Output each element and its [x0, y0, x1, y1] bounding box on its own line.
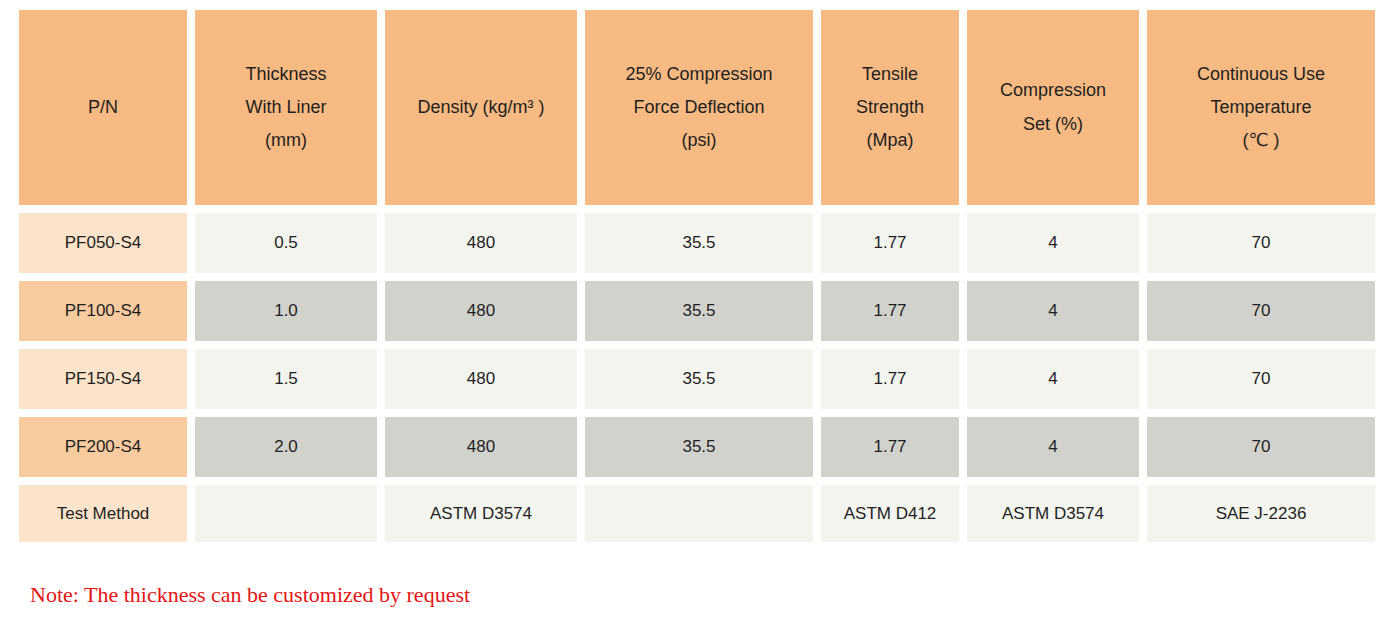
column-header-continuous-use-temperature: Continuous Use Temperature (℃ ) — [1147, 10, 1375, 205]
cell-thickness: 1.0 — [195, 281, 377, 341]
cell-thickness — [195, 485, 377, 542]
cell-cfd: 35.5 — [585, 281, 813, 341]
cell-pn: PF200-S4 — [19, 417, 187, 477]
table-row-pf050-s4: PF050-S4 0.5 480 35.5 1.77 4 70 — [19, 213, 1375, 273]
cell-cfd: 35.5 — [585, 417, 813, 477]
column-header-tensile-strength: Tensile Strength (Mpa) — [821, 10, 959, 205]
cell-pn: PF150-S4 — [19, 349, 187, 409]
table-row-pf150-s4: PF150-S4 1.5 480 35.5 1.77 4 70 — [19, 349, 1375, 409]
table-row-pf200-s4: PF200-S4 2.0 480 35.5 1.77 4 70 — [19, 417, 1375, 477]
cell-tensile: ASTM D412 — [821, 485, 959, 542]
cell-temperature: 70 — [1147, 349, 1375, 409]
cell-cfd: 35.5 — [585, 213, 813, 273]
column-header-compression-force-deflection: 25% Compression Force Deflection (psi) — [585, 10, 813, 205]
cell-density: 480 — [385, 213, 577, 273]
cell-temperature: SAE J-2236 — [1147, 485, 1375, 542]
cell-tensile: 1.77 — [821, 281, 959, 341]
cell-cfd — [585, 485, 813, 542]
spec-table-header: P/N Thickness With Liner (mm) Density (k… — [19, 10, 1375, 205]
column-header-density: Density (kg/m³ ) — [385, 10, 577, 205]
cell-density: 480 — [385, 281, 577, 341]
cell-thickness: 1.5 — [195, 349, 377, 409]
spec-table-body: PF050-S4 0.5 480 35.5 1.77 4 70 PF100-S4… — [19, 213, 1375, 542]
cell-temperature: 70 — [1147, 417, 1375, 477]
cell-compression-set: 4 — [967, 417, 1139, 477]
table-row-test-method: Test Method ASTM D3574 ASTM D412 ASTM D3… — [19, 485, 1375, 542]
cell-density: 480 — [385, 349, 577, 409]
column-header-pn: P/N — [19, 10, 187, 205]
thickness-customization-note: Note: The thickness can be customized by… — [30, 582, 1383, 608]
column-header-compression-set: Compression Set (%) — [967, 10, 1139, 205]
cell-temperature: 70 — [1147, 281, 1375, 341]
cell-pn: PF100-S4 — [19, 281, 187, 341]
cell-pn: PF050-S4 — [19, 213, 187, 273]
header-row: P/N Thickness With Liner (mm) Density (k… — [19, 10, 1375, 205]
spec-table: P/N Thickness With Liner (mm) Density (k… — [11, 2, 1383, 550]
cell-temperature: 70 — [1147, 213, 1375, 273]
cell-compression-set: ASTM D3574 — [967, 485, 1139, 542]
cell-pn: Test Method — [19, 485, 187, 542]
cell-compression-set: 4 — [967, 213, 1139, 273]
cell-compression-set: 4 — [967, 281, 1139, 341]
cell-thickness: 0.5 — [195, 213, 377, 273]
cell-cfd: 35.5 — [585, 349, 813, 409]
table-row-pf100-s4: PF100-S4 1.0 480 35.5 1.77 4 70 — [19, 281, 1375, 341]
cell-tensile: 1.77 — [821, 417, 959, 477]
cell-compression-set: 4 — [967, 349, 1139, 409]
cell-density: ASTM D3574 — [385, 485, 577, 542]
cell-density: 480 — [385, 417, 577, 477]
cell-tensile: 1.77 — [821, 213, 959, 273]
column-header-thickness: Thickness With Liner (mm) — [195, 10, 377, 205]
cell-tensile: 1.77 — [821, 349, 959, 409]
cell-thickness: 2.0 — [195, 417, 377, 477]
